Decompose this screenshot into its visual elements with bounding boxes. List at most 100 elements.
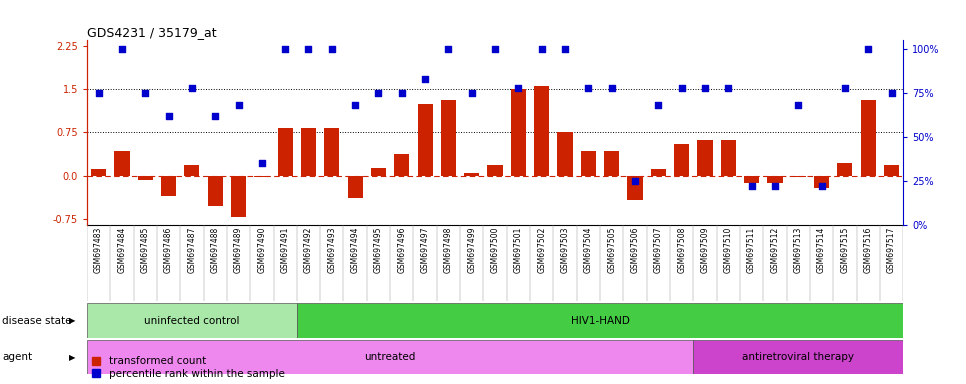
- Text: uninfected control: uninfected control: [144, 316, 240, 326]
- Point: [861, 46, 876, 52]
- Point: [254, 160, 270, 166]
- Point: [744, 183, 759, 189]
- Text: GSM697509: GSM697509: [700, 227, 709, 273]
- Point: [394, 90, 410, 96]
- Bar: [721, 140, 736, 176]
- Point: [325, 46, 340, 52]
- Text: GSM697495: GSM697495: [374, 227, 383, 273]
- Point: [208, 113, 223, 119]
- Text: GSM697483: GSM697483: [94, 227, 103, 273]
- Point: [790, 102, 806, 108]
- Bar: [348, 176, 362, 198]
- Text: ▶: ▶: [69, 353, 75, 362]
- Point: [557, 46, 573, 52]
- Point: [277, 46, 293, 52]
- Bar: [651, 169, 666, 176]
- Text: GSM697516: GSM697516: [864, 227, 872, 273]
- Point: [114, 46, 129, 52]
- Text: GSM697487: GSM697487: [187, 227, 196, 273]
- Point: [534, 46, 550, 52]
- Text: antiretroviral therapy: antiretroviral therapy: [742, 352, 854, 362]
- Bar: [488, 166, 502, 176]
- Bar: [325, 129, 339, 176]
- Point: [440, 46, 456, 52]
- Point: [813, 183, 829, 189]
- Bar: [697, 140, 713, 176]
- Point: [348, 102, 363, 108]
- Bar: [674, 144, 689, 176]
- Point: [300, 46, 316, 52]
- Bar: [791, 176, 806, 177]
- Text: GSM697490: GSM697490: [257, 227, 267, 273]
- Text: GSM697503: GSM697503: [560, 227, 570, 273]
- Text: HIV1-HAND: HIV1-HAND: [571, 316, 630, 326]
- Bar: [301, 129, 316, 176]
- Text: GSM697496: GSM697496: [397, 227, 407, 273]
- Text: untreated: untreated: [364, 352, 415, 362]
- Bar: [581, 152, 596, 176]
- Text: GSM697492: GSM697492: [304, 227, 313, 273]
- Point: [767, 183, 782, 189]
- Bar: [838, 163, 852, 176]
- Bar: [91, 169, 106, 176]
- Bar: [534, 86, 550, 176]
- Bar: [440, 100, 456, 176]
- Point: [511, 84, 526, 91]
- Point: [674, 84, 690, 91]
- Text: GSM697497: GSM697497: [420, 227, 430, 273]
- Bar: [394, 154, 410, 176]
- Point: [838, 84, 853, 91]
- Bar: [767, 176, 782, 183]
- Text: GDS4231 / 35179_at: GDS4231 / 35179_at: [87, 26, 216, 39]
- Bar: [277, 129, 293, 176]
- Point: [604, 84, 619, 91]
- Bar: [254, 176, 270, 177]
- Point: [371, 90, 386, 96]
- Text: GSM697515: GSM697515: [840, 227, 849, 273]
- Text: GSM697513: GSM697513: [794, 227, 803, 273]
- Point: [697, 84, 713, 91]
- Text: GSM697488: GSM697488: [211, 227, 219, 273]
- Bar: [417, 104, 433, 176]
- Text: GSM697507: GSM697507: [654, 227, 663, 273]
- Text: GSM697508: GSM697508: [677, 227, 686, 273]
- Text: ▶: ▶: [69, 316, 75, 325]
- Point: [627, 178, 642, 184]
- Text: GSM697517: GSM697517: [887, 227, 896, 273]
- Bar: [604, 152, 619, 176]
- Bar: [511, 89, 526, 176]
- Text: GSM697484: GSM697484: [118, 227, 127, 273]
- Bar: [185, 166, 199, 176]
- Bar: [87, 303, 297, 338]
- Bar: [208, 176, 223, 206]
- Text: GSM697486: GSM697486: [164, 227, 173, 273]
- Text: GSM697500: GSM697500: [491, 227, 499, 273]
- Text: GSM697504: GSM697504: [583, 227, 593, 273]
- Text: GSM697505: GSM697505: [608, 227, 616, 273]
- Text: GSM697498: GSM697498: [444, 227, 453, 273]
- Point: [651, 102, 667, 108]
- Point: [160, 113, 177, 119]
- Text: agent: agent: [2, 352, 32, 362]
- Point: [137, 90, 153, 96]
- Point: [488, 46, 503, 52]
- Text: GSM697493: GSM697493: [327, 227, 336, 273]
- Text: GSM697514: GSM697514: [817, 227, 826, 273]
- Bar: [465, 173, 479, 176]
- Bar: [694, 340, 903, 374]
- Text: GSM697512: GSM697512: [771, 227, 780, 273]
- Text: GSM697511: GSM697511: [747, 227, 756, 273]
- Text: GSM697485: GSM697485: [141, 227, 150, 273]
- Bar: [628, 176, 642, 200]
- Point: [185, 84, 200, 91]
- Point: [581, 84, 596, 91]
- Point: [464, 90, 479, 96]
- Point: [417, 76, 433, 82]
- Text: GSM697501: GSM697501: [514, 227, 523, 273]
- Legend: transformed count, percentile rank within the sample: transformed count, percentile rank withi…: [92, 356, 285, 379]
- Bar: [161, 176, 176, 196]
- Text: GSM697499: GSM697499: [468, 227, 476, 273]
- Text: GSM697491: GSM697491: [281, 227, 290, 273]
- Bar: [557, 132, 573, 176]
- Bar: [87, 340, 694, 374]
